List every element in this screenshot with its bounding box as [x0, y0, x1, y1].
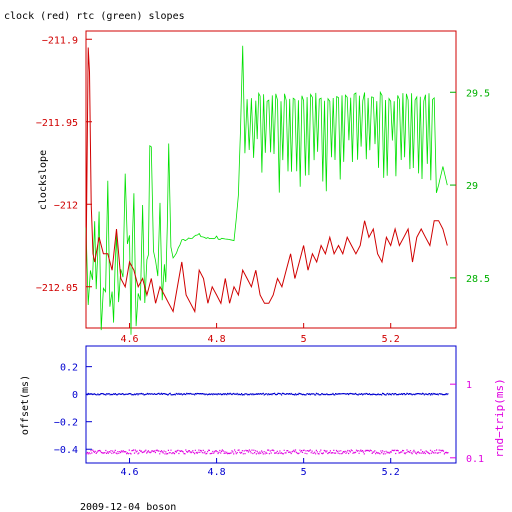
bottom-plot-frame — [85, 345, 457, 464]
bottom-plot-axes: 4.6 4.8 5 5.2 0.2 0 −0.2 −0.4 1 0.1 — [54, 363, 484, 478]
top-plot-frame — [85, 30, 457, 329]
x-tick-label: 5 — [301, 467, 307, 478]
top-y-axis-label: clockslope — [38, 150, 49, 210]
y2-tick-label: 0.1 — [466, 454, 484, 465]
top-plot-axes: 4.6 4.8 5 5.2 −211.9 −211.95 −212 −212.05 28.5 29… — [36, 35, 490, 345]
x-tick-label: 5.2 — [382, 334, 400, 345]
rtc-series-line — [85, 45, 448, 335]
y-tick-label: −211.9 — [42, 35, 78, 46]
footer-caption: 2009-12-04 boson — [80, 502, 176, 512]
y-tick-label: −211.95 — [36, 118, 78, 129]
offset-points — [86, 392, 449, 396]
x-tick-label: 4.6 — [120, 467, 138, 478]
y2-tick-label: 29.5 — [466, 88, 490, 99]
chart-title: clock (red) rtc (green) slopes — [4, 11, 185, 22]
y-tick-label: −0.2 — [54, 418, 78, 429]
bottom-plot-area — [86, 392, 449, 455]
y-tick-label: 0 — [72, 390, 78, 401]
x-tick-label: 4.8 — [208, 334, 226, 345]
y2-tick-label: 28.5 — [466, 274, 490, 285]
x-tick-label: 4.8 — [208, 467, 226, 478]
y2-tick-label: 29 — [466, 181, 478, 192]
y-tick-label: −212 — [54, 200, 78, 211]
x-tick-label: 5.2 — [382, 467, 400, 478]
y-tick-label: −0.4 — [54, 445, 78, 456]
y-tick-label: 0.2 — [60, 363, 78, 374]
rndtrip-points — [86, 449, 449, 455]
bottom-y-axis-label: offset(ms) — [20, 375, 31, 435]
top-plot-area — [85, 45, 448, 335]
y2-tick-label: 1 — [466, 380, 472, 391]
y-tick-label: −212.05 — [36, 283, 78, 294]
x-tick-label: 5 — [301, 334, 307, 345]
x-tick-label: 4.6 — [120, 334, 138, 345]
clock-series-line — [85, 47, 448, 314]
bottom-y2-axis-label: rnd−trip(ms) — [493, 378, 506, 457]
